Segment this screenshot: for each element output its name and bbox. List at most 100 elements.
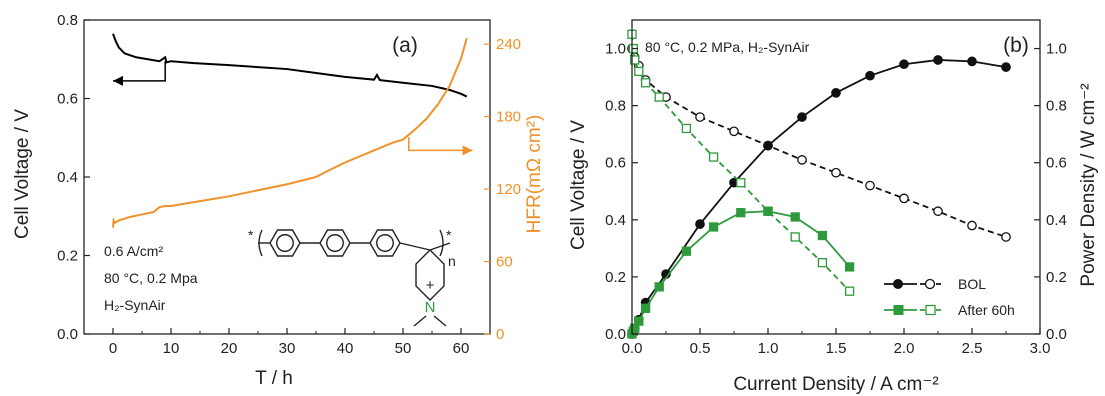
chart-b-y-right-label: Power Density / W cm⁻²	[1078, 83, 1099, 286]
data-point-marker	[695, 219, 705, 229]
data-point-marker	[1001, 62, 1011, 72]
series-line-power	[631, 59, 1007, 335]
y-right-tick-label: 0.0	[1046, 326, 1067, 343]
data-point-marker	[681, 246, 692, 256]
structure-repeat-n: n	[448, 253, 456, 269]
phenyl-ring-3	[369, 229, 401, 257]
y-right-tick-label: 180	[496, 109, 521, 126]
data-point-marker	[640, 303, 651, 313]
data-point-marker	[844, 286, 855, 296]
y-left-tick-label: 0.8	[57, 12, 78, 29]
x-tick-label: 1.0	[758, 340, 779, 357]
x-tick-label: 40	[337, 340, 354, 357]
y-right-tick-label: 0	[496, 326, 504, 343]
y-left-tick-label: 0.6	[605, 155, 626, 172]
structure-end-star: *	[446, 227, 452, 243]
data-point-marker	[654, 92, 664, 102]
data-point-marker	[865, 180, 875, 191]
data-point-marker	[797, 112, 807, 122]
repeat-bracket-right	[439, 229, 444, 257]
data-point-marker	[708, 152, 719, 162]
y-left-tick-label: 0.0	[605, 326, 626, 343]
data-point-marker	[899, 193, 909, 204]
y-left-tick-label: 0.4	[57, 169, 78, 186]
data-point-marker	[967, 220, 977, 231]
data-point-marker	[681, 123, 692, 134]
chart-b-panel-label: (b)	[1003, 34, 1029, 57]
polymer-structure-drawing: * *	[248, 227, 452, 327]
x-tick-label: 2.0	[894, 340, 915, 357]
chart-b-legend: BOL After 60h	[884, 276, 1015, 318]
chain-bond	[429, 242, 451, 251]
legend-label-after-60h: After 60h	[958, 302, 1015, 318]
x-tick-label: 2.5	[962, 340, 983, 357]
chart-b-y-left-label: Cell Voltage / V	[568, 120, 589, 250]
series-line-voltage	[631, 48, 1007, 238]
y-left-tick-label: 0.2	[605, 269, 626, 286]
data-point-marker	[640, 78, 651, 88]
chart-a-axes: 0 10 20 30 40 50 60 0.0 0.2 0.4 0.6 0.8 0 60 120 180 240	[57, 12, 521, 357]
data-point-marker	[1001, 232, 1011, 242]
chart-b: 0.0 0.5 1.0 1.5 2.0 2.5 3.00.00.20.40.60.81.00…	[568, 19, 1099, 395]
axis-arrow-right	[408, 137, 473, 152]
legend-marker-open	[924, 278, 936, 290]
chart-b-axes: 0.0 0.5 1.0 1.5 2.0 2.5 3.00.00.20.40.60.81.00…	[605, 19, 1067, 357]
x-tick-label: 0.5	[690, 340, 711, 357]
data-point-marker	[817, 230, 828, 241]
data-point-marker	[831, 167, 841, 178]
arrow-head	[113, 75, 123, 86]
chart-a-annotation-gas: H₂-SynAir	[104, 297, 166, 313]
axis-arrow-left	[113, 61, 166, 82]
data-point-marker	[797, 155, 807, 165]
data-point-marker	[634, 316, 644, 326]
data-point-marker	[708, 222, 719, 232]
chart-b-series	[627, 29, 1011, 339]
data-point-marker	[817, 257, 828, 268]
y-left-tick-label: 0.8	[605, 98, 626, 115]
data-point-marker	[790, 232, 800, 242]
data-point-marker	[933, 55, 943, 65]
legend-marker-solid	[893, 279, 903, 289]
phenyl-ring-1	[269, 229, 301, 257]
x-tick-label: 20	[221, 340, 238, 357]
data-point-marker	[790, 212, 800, 222]
phenyl-ring-2-inner	[326, 234, 344, 252]
structure-end-star: *	[248, 227, 254, 243]
y-right-tick-label: 0.6	[1046, 155, 1067, 172]
data-point-marker	[654, 282, 664, 292]
x-tick-label: 10	[163, 340, 180, 357]
y-right-tick-label: 0.8	[1046, 98, 1067, 115]
data-point-marker	[763, 140, 773, 151]
y-right-tick-label: 240	[496, 36, 521, 53]
x-tick-label: 50	[395, 340, 412, 357]
chart-a-annotation-current: 0.6 A/cm²	[104, 243, 163, 259]
data-point-marker	[736, 208, 746, 218]
voltage-series-line	[112, 33, 468, 98]
y-left-tick-label: 0.2	[57, 248, 78, 265]
methyl-bond	[413, 315, 427, 327]
x-tick-label: 0.0	[622, 340, 643, 357]
chart-a-series	[112, 33, 473, 228]
ring-bond	[399, 242, 431, 251]
chart-a-panel-label: (a)	[392, 34, 418, 57]
chart-a-annotation-conditions: 80 °C, 0.2 Mpa	[104, 270, 198, 286]
data-point-marker	[634, 66, 644, 77]
phenyl-ring-1-inner	[276, 234, 294, 252]
data-point-marker	[933, 206, 943, 217]
piperidinium-ring	[415, 249, 445, 301]
y-right-tick-label: 60	[496, 254, 513, 271]
phenyl-ring-2	[319, 229, 351, 257]
y-left-tick-label: 0.4	[605, 212, 626, 229]
x-tick-label: 3.0	[1030, 340, 1051, 357]
structure-charge: +	[426, 277, 435, 294]
legend-label-bol: BOL	[958, 276, 986, 292]
arrow-head	[462, 145, 473, 156]
data-point-marker	[630, 55, 640, 65]
legend-marker-solid	[893, 305, 904, 315]
series-line-voltage	[631, 34, 851, 292]
data-point-marker	[763, 206, 773, 216]
hfr-series-line	[112, 37, 468, 228]
chart-a: 0 10 20 30 40 50 60 0.0 0.2 0.4 0.6 0.8 0 60 120 180 240…	[12, 12, 545, 389]
x-tick-label: 0	[109, 340, 117, 357]
methyl-bond	[433, 315, 447, 327]
